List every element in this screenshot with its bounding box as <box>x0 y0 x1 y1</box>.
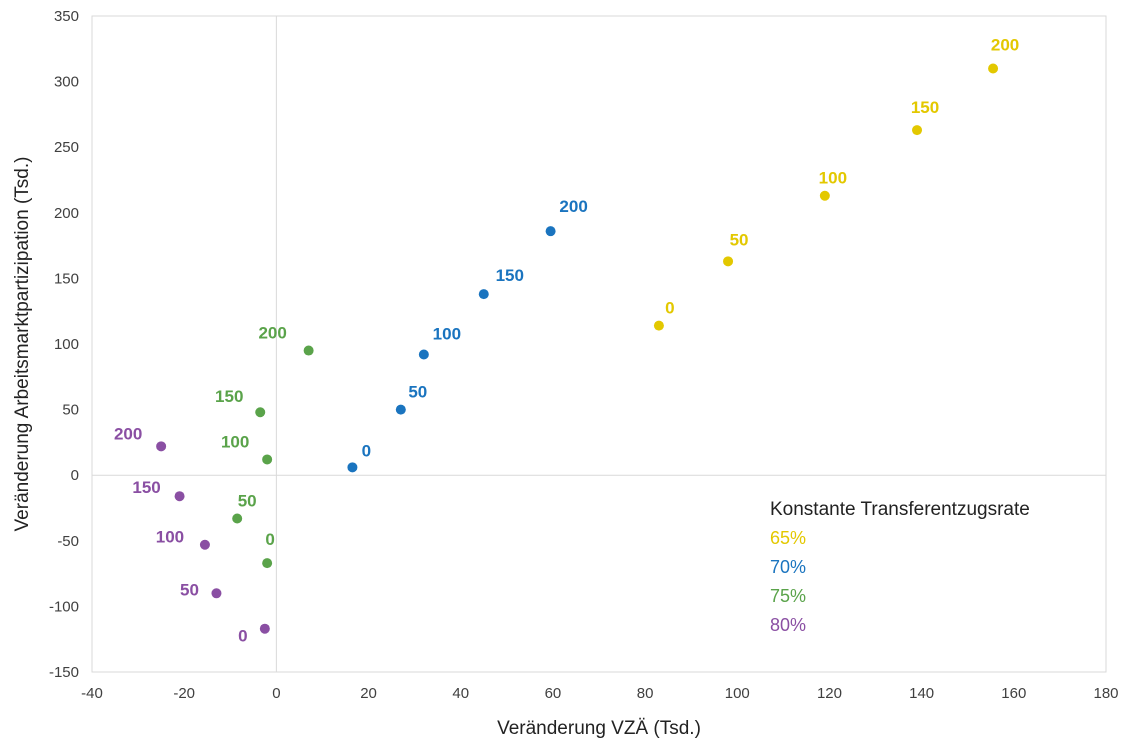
data-point <box>912 125 923 136</box>
data-point <box>303 345 314 356</box>
data-label: 150 <box>215 387 243 406</box>
x-tick-label: 140 <box>909 685 934 702</box>
data-label: 100 <box>221 432 249 451</box>
data-point <box>819 190 830 201</box>
legend-entry: 80% <box>770 615 806 635</box>
data-label: 50 <box>238 491 257 510</box>
y-tick-label: 250 <box>54 139 79 156</box>
y-tick-label: -100 <box>49 598 79 615</box>
legend-entry: 70% <box>770 557 806 577</box>
data-point <box>988 63 999 74</box>
data-label: 50 <box>730 230 749 249</box>
data-point <box>395 404 406 415</box>
data-point <box>255 407 266 418</box>
data-point <box>545 226 556 237</box>
x-tick-label: -40 <box>81 685 103 702</box>
data-labels: 0 50 100 150 200 0 50 100 150 200 0 50 100 150 200 0 50 1… <box>114 35 1019 645</box>
data-point <box>174 491 185 502</box>
y-tick-label: -150 <box>49 664 79 681</box>
data-point <box>199 539 210 550</box>
data-label: 100 <box>819 169 847 188</box>
plot-area <box>91 15 1107 673</box>
x-tick-label: 0 <box>272 685 280 702</box>
x-tick-label: 60 <box>545 685 562 702</box>
data-label: 100 <box>156 528 184 547</box>
y-tick-label: 350 <box>54 8 79 25</box>
data-point <box>653 320 664 331</box>
y-tick-label: 200 <box>54 205 79 222</box>
x-axis-title: Veränderung VZÄ (Tsd.) <box>497 718 701 739</box>
x-tick-label: 180 <box>1093 685 1118 702</box>
data-label: 50 <box>180 580 199 599</box>
data-point <box>347 462 358 473</box>
data-label: 200 <box>258 324 286 343</box>
data-point <box>262 454 273 465</box>
data-label: 200 <box>114 424 142 443</box>
y-tick-label: -50 <box>57 533 79 550</box>
x-axis-ticks: -40 -20 0 20 40 60 80 100 120 140 160 180 <box>81 685 1118 702</box>
data-point <box>262 558 273 569</box>
x-tick-label: 80 <box>637 685 654 702</box>
legend-title: Konstante Transferentzugsrate <box>770 499 1030 520</box>
data-point <box>723 256 734 267</box>
data-label: 150 <box>911 98 939 117</box>
x-tick-label: 20 <box>360 685 377 702</box>
x-tick-label: 100 <box>725 685 750 702</box>
data-label: 150 <box>496 266 524 285</box>
data-point <box>259 623 270 634</box>
y-tick-label: 100 <box>54 336 79 353</box>
data-point <box>211 588 222 599</box>
data-label: 0 <box>238 627 247 646</box>
data-label: 150 <box>132 478 160 497</box>
data-label: 0 <box>265 530 274 549</box>
x-tick-label: -20 <box>173 685 195 702</box>
x-tick-label: 120 <box>817 685 842 702</box>
y-axis-ticks: -150 -100 -50 0 50 100 150 200 250 300 350 <box>49 8 79 681</box>
y-tick-label: 50 <box>62 402 79 419</box>
zero-lines <box>92 16 1106 672</box>
data-label: 200 <box>991 35 1019 54</box>
data-points <box>156 63 999 634</box>
data-point <box>418 349 429 360</box>
data-point <box>478 289 489 300</box>
legend-entry: 75% <box>770 586 806 606</box>
y-tick-label: 300 <box>54 74 79 91</box>
plot-border <box>91 15 1107 673</box>
data-label: 0 <box>665 299 674 318</box>
legend-entry: 65% <box>770 528 806 548</box>
data-point <box>156 441 167 452</box>
data-label: 0 <box>362 441 371 460</box>
y-tick-label: 150 <box>54 270 79 287</box>
data-label: 100 <box>433 324 461 343</box>
y-axis-title: Veränderung Arbeitsmarktpartizipation (T… <box>12 157 33 532</box>
x-tick-label: 160 <box>1001 685 1026 702</box>
y-tick-label: 0 <box>71 467 79 484</box>
data-label: 200 <box>559 197 587 216</box>
data-label: 50 <box>408 383 427 402</box>
x-tick-label: 40 <box>452 685 469 702</box>
data-point <box>232 513 243 524</box>
legend: Konstante Transferentzugsrate 65% 70% 75% 8… <box>770 499 1030 635</box>
